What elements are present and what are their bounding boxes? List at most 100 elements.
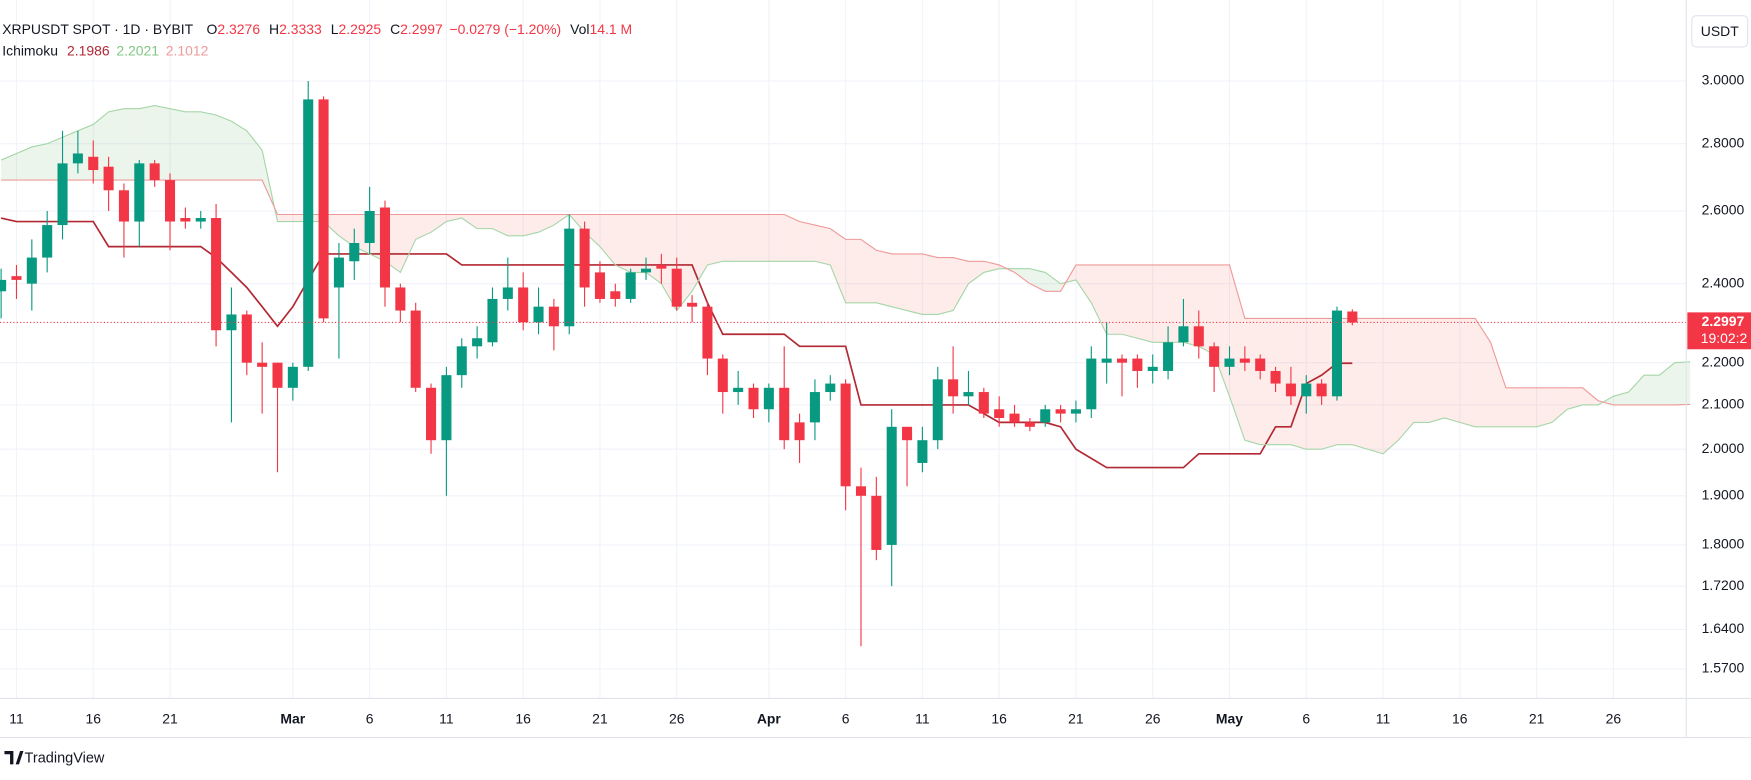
candle-body <box>1270 370 1281 384</box>
candle-body <box>625 272 636 299</box>
brand-logo <box>4 750 24 765</box>
cloud-fill <box>1260 318 1276 445</box>
cloud-fill <box>1490 342 1506 427</box>
x-tick-label: 21 <box>1068 710 1084 726</box>
countdown: 19:02:2 <box>1701 330 1748 346</box>
candle-body <box>318 99 329 319</box>
candle-body <box>1070 409 1081 414</box>
cloud-fill <box>922 253 938 315</box>
cloud-fill <box>1091 264 1107 335</box>
x-tick-label: 11 <box>439 710 454 726</box>
candle-body <box>733 387 744 393</box>
change: −0.0279 (−1.20%) <box>450 21 562 37</box>
volume: 14.1 M <box>590 21 633 37</box>
candle-body <box>948 379 959 397</box>
x-tick-label: 16 <box>515 710 531 726</box>
candle-body <box>149 163 160 181</box>
cloud-fill <box>1475 318 1491 427</box>
x-tick-label: Apr <box>757 710 782 726</box>
cloud-fill <box>123 108 140 181</box>
cloud-fill <box>1122 264 1138 339</box>
candle-body <box>825 383 836 393</box>
cloud-fill <box>1075 264 1092 303</box>
candle-body <box>932 379 943 441</box>
cloud-fill <box>1106 264 1123 335</box>
candle-body <box>1224 358 1235 367</box>
lead-a-value: 2.2021 <box>116 42 159 58</box>
low-label: L <box>331 21 339 37</box>
candle-body <box>610 291 621 299</box>
cloud-fill <box>1275 318 1291 445</box>
candle-body <box>1024 422 1035 427</box>
legend-indicator: Ichimoku 2.1986 2.2021 2.1012 <box>2 42 208 58</box>
candle-body <box>763 387 774 410</box>
cloud-fill <box>1045 272 1061 292</box>
cloud-fill <box>170 108 186 181</box>
y-tick-label: 1.8000 <box>1702 536 1745 552</box>
cloud-fill <box>1183 264 1199 347</box>
candle-body <box>518 287 529 323</box>
currency-button[interactable] <box>1691 15 1749 48</box>
cloud-fill <box>446 214 462 222</box>
candle-body <box>1163 342 1174 371</box>
last-price-label: 2.2997 <box>1702 313 1745 329</box>
cloud-fill <box>1582 387 1599 405</box>
x-tick-label: May <box>1216 710 1243 726</box>
last-price-box <box>1687 312 1751 350</box>
cloud-fill <box>415 214 432 240</box>
cloud-fill <box>1367 318 1384 454</box>
cloud-fill <box>1429 318 1445 423</box>
y-tick-label: 3.0000 <box>1702 72 1745 88</box>
currency-label[interactable]: USDT <box>1701 23 1739 39</box>
candle-body <box>917 440 928 463</box>
candle-body <box>855 486 867 496</box>
candle-body <box>809 392 820 423</box>
cloud-fill <box>1505 387 1522 427</box>
x-tick-label: 6 <box>1302 710 1310 726</box>
candle-body <box>1101 358 1112 363</box>
cloud-fill <box>1536 387 1552 427</box>
candle-body <box>748 387 759 410</box>
cloud-fill <box>753 214 769 262</box>
cloud-fill <box>200 111 217 181</box>
cloud-fill <box>1567 387 1583 410</box>
cloud-fill <box>1659 362 1675 405</box>
candle-body <box>640 268 652 273</box>
leading-span-b <box>1 179 1691 406</box>
cloud-fill <box>1521 387 1537 427</box>
y-tick-label: 2.0000 <box>1702 440 1745 456</box>
candle-body <box>564 228 575 327</box>
candle-body <box>1239 358 1250 363</box>
candle-body <box>886 426 897 545</box>
cloud-fill <box>1137 264 1153 343</box>
cloud-fill <box>738 214 754 262</box>
cloud-fill <box>953 257 969 311</box>
x-tick-label: 21 <box>592 710 608 726</box>
y-tick-label: 2.2000 <box>1702 353 1745 369</box>
candle-body <box>548 306 559 327</box>
candle-body <box>994 409 1005 418</box>
y-tick-label: 1.9000 <box>1702 486 1745 502</box>
cloud-fill <box>492 214 508 236</box>
cloud-fill <box>1014 268 1030 284</box>
candle-body <box>533 306 544 323</box>
cloud-fill <box>1459 318 1476 427</box>
candle-body <box>42 225 53 258</box>
leading-span-a <box>0 105 1691 455</box>
candle-body <box>1209 346 1220 367</box>
candle-body <box>72 153 83 164</box>
candle-body <box>441 375 452 441</box>
candle-body <box>717 358 728 393</box>
candle-body <box>180 218 191 222</box>
cloud-fill <box>231 121 247 181</box>
cloud-fill <box>768 214 785 262</box>
candle-body <box>1301 383 1312 397</box>
candle-body <box>26 257 37 284</box>
cloud-fill <box>891 253 908 311</box>
cloud-fill <box>538 214 554 233</box>
candle-body <box>671 268 682 307</box>
cloud-fill <box>507 214 524 236</box>
cloud-fill <box>845 239 861 303</box>
candle-body <box>1147 366 1158 371</box>
